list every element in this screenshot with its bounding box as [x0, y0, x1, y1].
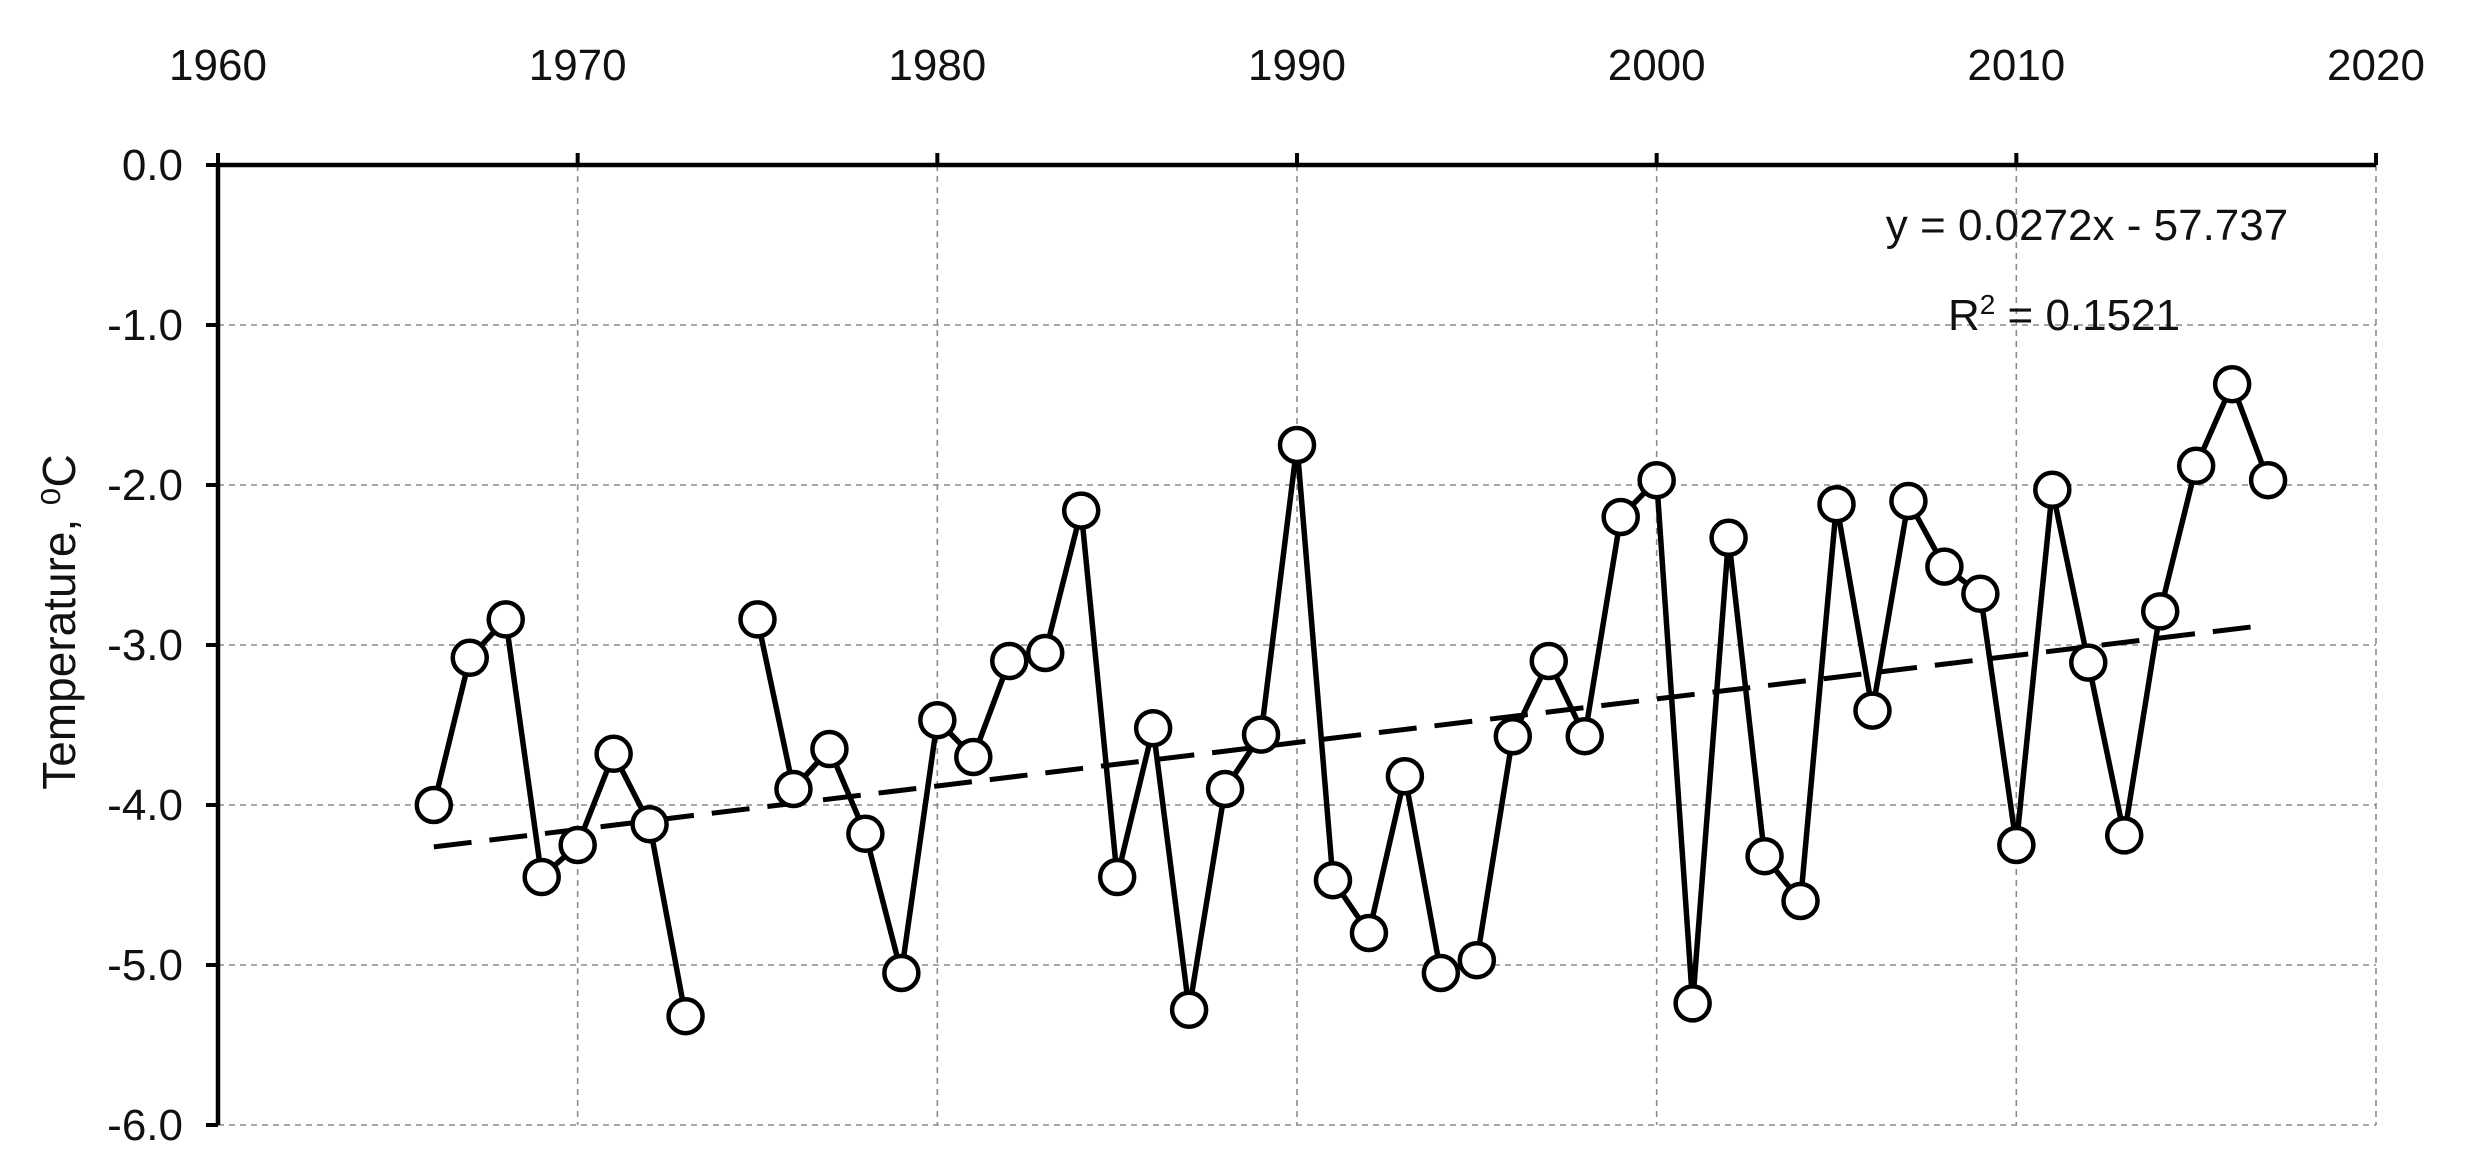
data-point	[954, 737, 993, 777]
trendline-layer	[433, 622, 2269, 850]
data-point	[1133, 708, 1173, 748]
y-tick-label: -1.0	[107, 301, 183, 350]
y-tick-label: -6.0	[107, 1101, 183, 1150]
data-point	[1025, 633, 1065, 673]
data-point	[1709, 518, 1748, 558]
data-point	[486, 600, 525, 639]
data-point	[1097, 857, 1137, 897]
data-point	[774, 769, 813, 809]
y-tick-label: 0.0	[122, 141, 183, 190]
data-point	[810, 729, 849, 769]
data-point	[1781, 881, 1820, 921]
data-point	[1061, 491, 1101, 530]
data-point	[1421, 953, 1461, 993]
y-axis-title: Temperature, ⁰C	[33, 454, 85, 789]
data-point	[1925, 547, 1964, 586]
data-point	[594, 734, 633, 774]
x-tick-label: 2000	[1608, 41, 1706, 90]
marker-layer	[414, 364, 2288, 1036]
y-tick-label: -4.0	[107, 781, 183, 830]
y-tick-label: -2.0	[107, 461, 183, 510]
data-point	[2069, 643, 2108, 682]
data-point	[1457, 940, 1497, 980]
r-squared-prefix: R	[1948, 291, 1980, 340]
data-point	[522, 857, 561, 897]
x-tick-label: 1960	[169, 41, 267, 90]
label-layer: 1960 1970 1980 1990 2000 2010 2020 0.0 -1.0 -2.0 -…	[107, 41, 2425, 1150]
data-point	[1961, 574, 2000, 614]
series-layer	[431, 381, 2271, 1017]
x-tick-label: 2020	[2327, 41, 2425, 90]
data-point	[990, 641, 1029, 681]
data-point	[1997, 825, 2036, 865]
data-point	[2212, 364, 2252, 404]
trendline-equation: y = 0.0272x - 57.737	[1886, 201, 2288, 250]
data-point	[1565, 716, 1604, 756]
r-squared-label: R2 = 0.1521	[1948, 289, 2180, 340]
data-point	[1889, 481, 1928, 521]
data-point	[918, 700, 957, 740]
data-point	[1745, 836, 1784, 876]
y-tick-label: -3.0	[107, 621, 183, 670]
data-point	[1673, 984, 1712, 1023]
data-point	[1349, 913, 1389, 953]
axis-layer	[206, 153, 2378, 1127]
data-point	[1853, 691, 1892, 730]
data-point	[846, 814, 885, 854]
data-point	[1205, 769, 1245, 809]
data-point	[1313, 860, 1353, 900]
grid-layer	[218, 165, 2377, 1126]
data-point	[738, 600, 777, 639]
r-squared-superscript: 2	[1980, 289, 1996, 320]
r-squared-value: = 0.1521	[1995, 291, 2180, 340]
data-point	[2033, 470, 2072, 510]
data-point	[666, 996, 705, 1036]
x-tick-label: 1970	[529, 41, 627, 90]
data-point	[882, 953, 921, 993]
data-point	[414, 785, 454, 825]
data-point	[1637, 460, 1676, 500]
data-point	[2176, 446, 2216, 486]
trendline	[433, 622, 2269, 850]
data-point	[1385, 756, 1425, 796]
x-tick-label: 1990	[1248, 41, 1346, 90]
x-tick-label: 2010	[1967, 41, 2065, 90]
data-point	[1169, 990, 1209, 1030]
data-point	[2140, 592, 2180, 631]
data-point	[1601, 497, 1640, 537]
x-tick-label: 1980	[888, 41, 986, 90]
data-point	[1241, 715, 1281, 754]
data-point	[558, 825, 597, 865]
data-point	[2248, 460, 2288, 500]
data-point	[1817, 484, 1856, 524]
data-point	[1493, 716, 1533, 756]
data-point	[450, 638, 490, 678]
data-point	[1277, 425, 1317, 465]
y-tick-label: -5.0	[107, 941, 183, 990]
data-point	[630, 804, 669, 844]
data-point	[1529, 641, 1569, 681]
data-point	[2104, 816, 2144, 855]
